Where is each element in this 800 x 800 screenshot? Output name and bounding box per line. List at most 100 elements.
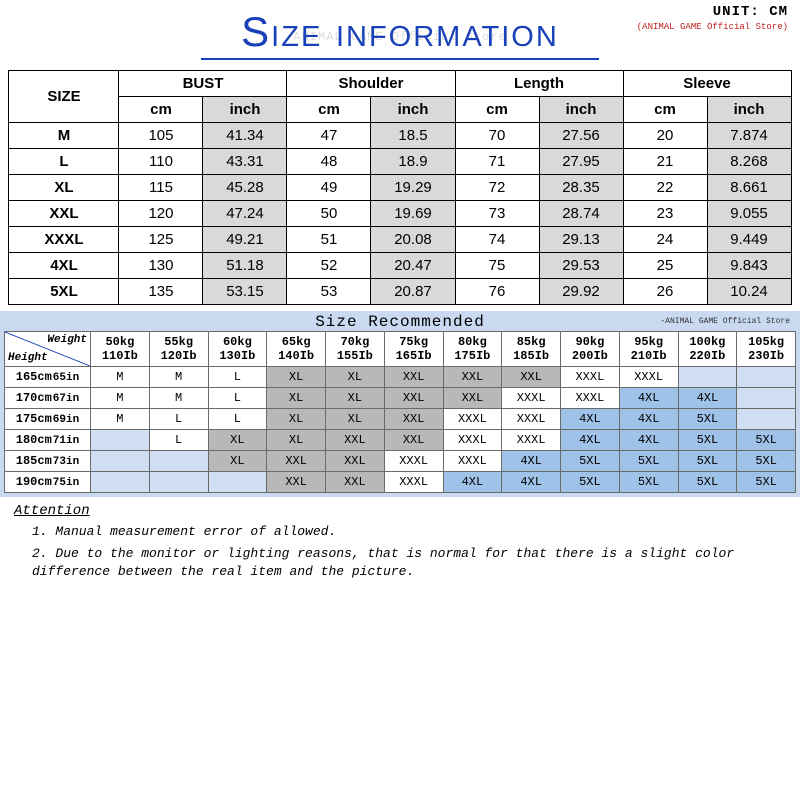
group-bust: BUST bbox=[119, 71, 287, 97]
table-row: 180cm71inLXLXLXXLXXLXXXLXXXL4XL4XL5XL5XL bbox=[5, 430, 796, 451]
table-row: 185cm73inXLXXLXXLXXXLXXXL4XL5XL5XL5XL5XL bbox=[5, 451, 796, 472]
weight-kg: 85kg bbox=[502, 332, 561, 350]
cell: 49.21 bbox=[203, 227, 287, 253]
weight-lb: 140Ib bbox=[267, 349, 326, 367]
cell: 25 bbox=[623, 253, 707, 279]
attention-block: Attention 1. Manual measurement error of… bbox=[0, 497, 800, 590]
table-row: L11043.314818.97127.95218.268 bbox=[9, 149, 791, 175]
cell: 47.24 bbox=[203, 201, 287, 227]
rec-cell: 5XL bbox=[561, 451, 620, 472]
cell: 4XL bbox=[9, 253, 119, 279]
cell: 135 bbox=[119, 279, 203, 305]
cell: 105 bbox=[119, 123, 203, 149]
cell: 5XL bbox=[9, 279, 119, 305]
rec-cell: XXL bbox=[267, 451, 326, 472]
cell: 20 bbox=[623, 123, 707, 149]
weight-kg: 100kg bbox=[678, 332, 737, 350]
rec-cell: XXXL bbox=[443, 430, 502, 451]
cell: 70 bbox=[455, 123, 539, 149]
rec-cell bbox=[91, 430, 150, 451]
cell: 24 bbox=[623, 227, 707, 253]
weight-lb: 210Ib bbox=[619, 349, 678, 367]
rec-cell: XXXL bbox=[443, 451, 502, 472]
cell: 76 bbox=[455, 279, 539, 305]
corner-cell: Weight Height bbox=[5, 332, 91, 367]
cell: 74 bbox=[455, 227, 539, 253]
weight-kg: 105kg bbox=[737, 332, 796, 350]
cell: 9.055 bbox=[707, 201, 791, 227]
unit-inch: inch bbox=[371, 97, 455, 123]
cell: 23 bbox=[623, 201, 707, 227]
recommendation-wrap: Size Recommended -ANIMAL GAME Official S… bbox=[0, 311, 800, 497]
weight-label: Weight bbox=[47, 334, 87, 346]
cell: 20.08 bbox=[371, 227, 455, 253]
height-label: Height bbox=[8, 352, 48, 364]
rec-cell: 4XL bbox=[502, 451, 561, 472]
cell: 28.74 bbox=[539, 201, 623, 227]
weight-kg: 75kg bbox=[384, 332, 443, 350]
rec-cell: XL bbox=[267, 367, 326, 388]
cell: XXL bbox=[9, 201, 119, 227]
cell: 53.15 bbox=[203, 279, 287, 305]
cell: 21 bbox=[623, 149, 707, 175]
cell: 75 bbox=[455, 253, 539, 279]
rec-cell: XXL bbox=[384, 367, 443, 388]
cell: 18.9 bbox=[371, 149, 455, 175]
unit-cm: cm bbox=[455, 97, 539, 123]
cell: 9.843 bbox=[707, 253, 791, 279]
weight-kg: 90kg bbox=[561, 332, 620, 350]
unit-inch: inch bbox=[539, 97, 623, 123]
weight-lb: 130Ib bbox=[208, 349, 267, 367]
rec-cell: XXL bbox=[443, 367, 502, 388]
height-cell: 165cm65in bbox=[5, 367, 91, 388]
rec-cell: XXL bbox=[326, 451, 385, 472]
cell: 48 bbox=[287, 149, 371, 175]
height-cell: 180cm71in bbox=[5, 430, 91, 451]
table-row: XXXL12549.215120.087429.13249.449 bbox=[9, 227, 791, 253]
group-shoulder: Shoulder bbox=[287, 71, 455, 97]
cell: XL bbox=[9, 175, 119, 201]
rec-cell: 5XL bbox=[678, 472, 737, 493]
rec-cell: XXXL bbox=[502, 388, 561, 409]
weight-kg: 50kg bbox=[91, 332, 150, 350]
rec-store: -ANIMAL GAME Official Store bbox=[660, 317, 790, 326]
rec-cell: 4XL bbox=[619, 388, 678, 409]
unit-inch: inch bbox=[707, 97, 791, 123]
table-row: M10541.344718.57027.56207.874 bbox=[9, 123, 791, 149]
cell: 26 bbox=[623, 279, 707, 305]
attention-header: Attention bbox=[14, 503, 786, 519]
rec-cell: XL bbox=[208, 451, 267, 472]
weight-lb: 155Ib bbox=[326, 349, 385, 367]
cell: 22 bbox=[623, 175, 707, 201]
rec-cell: 5XL bbox=[737, 430, 796, 451]
cell: 125 bbox=[119, 227, 203, 253]
rec-cell: XL bbox=[267, 409, 326, 430]
table-row: 5XL13553.155320.877629.922610.24 bbox=[9, 279, 791, 305]
rec-cell: 5XL bbox=[561, 472, 620, 493]
rec-cell bbox=[91, 472, 150, 493]
rec-cell: 4XL bbox=[502, 472, 561, 493]
rec-cell: XL bbox=[326, 388, 385, 409]
cell: 19.69 bbox=[371, 201, 455, 227]
rec-cell: L bbox=[208, 367, 267, 388]
page-title: Size information bbox=[201, 8, 599, 60]
rec-cell bbox=[149, 451, 208, 472]
cell: 29.53 bbox=[539, 253, 623, 279]
unit-cm: cm bbox=[287, 97, 371, 123]
height-cell: 170cm67in bbox=[5, 388, 91, 409]
table-row: XL11545.284919.297228.35228.661 bbox=[9, 175, 791, 201]
rec-cell: 5XL bbox=[678, 430, 737, 451]
table-row: 4XL13051.185220.477529.53259.843 bbox=[9, 253, 791, 279]
weight-kg: 70kg bbox=[326, 332, 385, 350]
cell: 7.874 bbox=[707, 123, 791, 149]
rec-cell: XXXL bbox=[443, 409, 502, 430]
group-sleeve: Sleeve bbox=[623, 71, 791, 97]
rec-cell: XL bbox=[326, 367, 385, 388]
cell: 20.47 bbox=[371, 253, 455, 279]
rec-cell: XXXL bbox=[502, 409, 561, 430]
cell: 28.35 bbox=[539, 175, 623, 201]
cell: 29.92 bbox=[539, 279, 623, 305]
cell: 19.29 bbox=[371, 175, 455, 201]
rec-cell: XL bbox=[208, 430, 267, 451]
rec-cell: M bbox=[91, 388, 150, 409]
